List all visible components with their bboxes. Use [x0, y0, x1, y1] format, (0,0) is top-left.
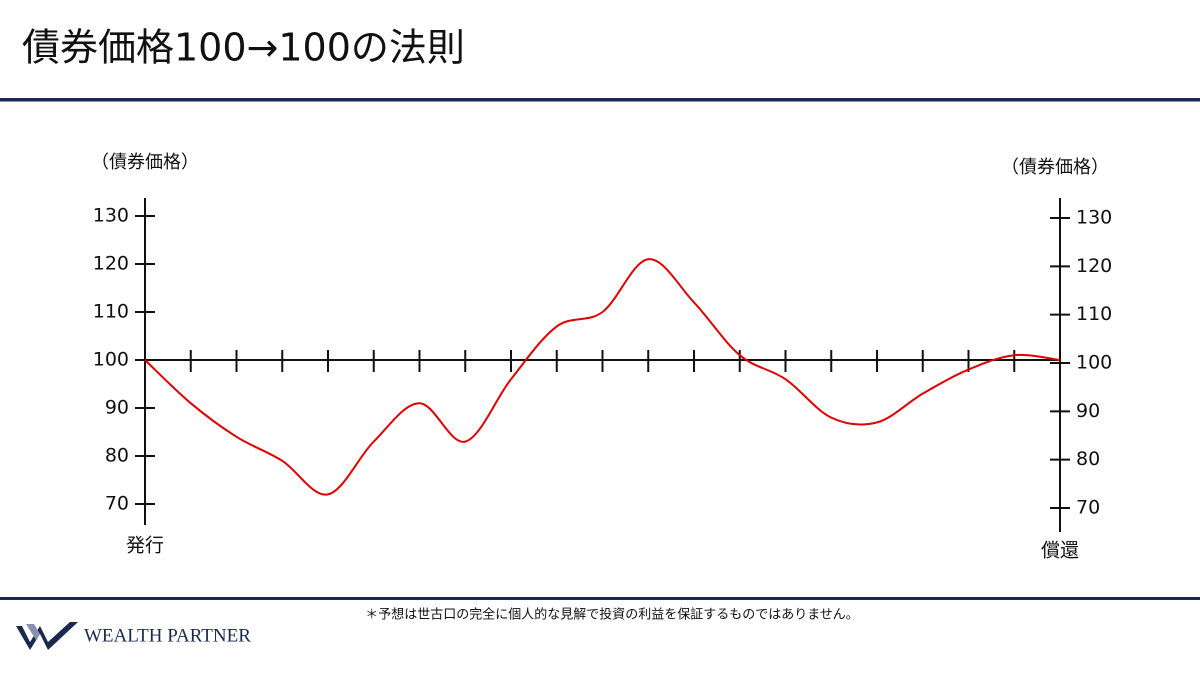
footnote: ＊予想は世古口の完全に個人的な見解で投資の利益を保証するものではありません。 [365, 607, 859, 623]
y2-tick-label: 80 [1076, 448, 1100, 470]
y2-tick-label: 120 [1076, 255, 1112, 277]
header-rule [0, 98, 1200, 102]
logo-mark [16, 622, 78, 650]
y2-tick-label: 90 [1076, 400, 1100, 422]
x-tick-label: 償還 [1041, 540, 1079, 562]
y2-tick-label: 100 [1076, 352, 1112, 374]
logo-text: WEALTH PARTNER [84, 625, 251, 646]
y-tick-label: 70 [105, 493, 129, 515]
y2-tick-label: 110 [1076, 303, 1112, 325]
y-tick-label: 120 [93, 253, 129, 275]
y-axis-label: （債券価格） [91, 152, 199, 173]
y-tick-label: 100 [93, 349, 129, 371]
y-tick-label: 80 [105, 445, 129, 467]
y-tick-label: 130 [93, 205, 129, 227]
y-tick-label: 90 [105, 397, 129, 419]
y2-tick-label: 70 [1076, 497, 1100, 519]
y-tick-label: 110 [93, 301, 129, 323]
y2-tick-label: 130 [1076, 207, 1112, 229]
logo-mark-accent [26, 624, 40, 640]
slide-title: 債券価格100→100の法則 [22, 26, 465, 70]
logo: WEALTH PARTNER [16, 622, 251, 650]
x-tick-label: 発行 [126, 535, 164, 557]
price-line [144, 258, 1061, 496]
footer-rule [0, 597, 1200, 600]
y2-axis-label: （債券価格） [1001, 157, 1109, 178]
